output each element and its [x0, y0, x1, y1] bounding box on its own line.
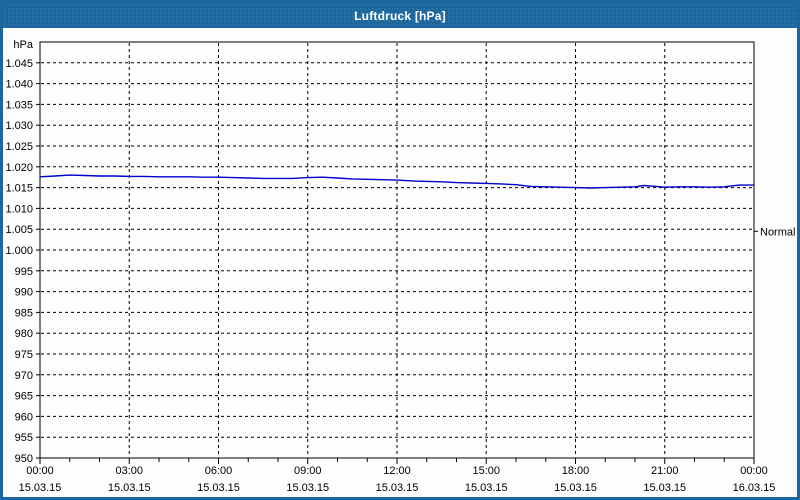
normal-marker-label: Normal — [760, 226, 795, 238]
pressure-line — [39, 174, 754, 189]
y-tick-label: 975 — [15, 349, 33, 361]
y-tick-label: 970 — [15, 370, 33, 382]
x-tick-date-label: 15.03.15 — [643, 482, 686, 494]
x-tick-date-label: 15.03.15 — [465, 482, 508, 494]
x-tick-date-label: 15.03.15 — [197, 482, 240, 494]
y-tick-label: 1.010 — [5, 203, 33, 215]
y-tick-label: 1.035 — [5, 99, 33, 111]
y-tick-label: 1.045 — [5, 58, 33, 70]
pressure-chart: 1.045 1.040 1.035 1.030 1.025 1.020 1.015 1.010… — [5, 39, 795, 494]
y-tick-label: 990 — [15, 287, 33, 299]
x-tick-time-label: 00:00 — [740, 465, 768, 477]
x-tick-time-label: 12:00 — [383, 465, 411, 477]
y-tick-label: 1.000 — [5, 245, 33, 257]
y-tick-label: 965 — [15, 391, 33, 403]
y-tick-label: 1.020 — [5, 162, 33, 174]
x-tick-date-label: 15.03.15 — [376, 482, 419, 494]
y-tick-label: 1.040 — [5, 79, 33, 91]
x-tick-date-label: 15.03.15 — [286, 482, 329, 494]
x-tick-time-label: 06:00 — [205, 465, 233, 477]
y-axis-unit-label: hPa — [13, 39, 33, 51]
y-tick-label: 950 — [15, 453, 33, 465]
x-tick-time-label: 00:00 — [26, 465, 54, 477]
y-tick-label: 1.015 — [5, 183, 33, 195]
x-tick-time-label: 15:00 — [472, 465, 500, 477]
y-tick-label: 1.030 — [5, 120, 33, 132]
y-tick-label: 980 — [15, 328, 33, 340]
x-tick-date-label: 16.03.15 — [733, 482, 776, 494]
titlebar: Luftdruck [hPa] — [3, 3, 797, 28]
y-tick-label: 1.025 — [5, 141, 33, 153]
x-tick-time-label: 09:00 — [294, 465, 322, 477]
chart-area: 1.045 1.040 1.035 1.030 1.025 1.020 1.015 1.010… — [3, 28, 797, 497]
x-tick-date-label: 15.03.15 — [108, 482, 151, 494]
y-tick-label: 995 — [15, 266, 33, 278]
y-tick-label: 985 — [15, 307, 33, 319]
page-title: Luftdruck [hPa] — [354, 8, 446, 23]
x-tick-date-label: 15.03.15 — [19, 482, 62, 494]
y-tick-label: 955 — [15, 432, 33, 444]
x-tick-time-label: 21:00 — [651, 465, 679, 477]
x-tick-date-label: 15.03.15 — [554, 482, 597, 494]
y-tick-label: 960 — [15, 411, 33, 423]
x-tick-time-label: 03:00 — [115, 465, 143, 477]
y-tick-label: 1.005 — [5, 224, 33, 236]
x-tick-time-label: 18:00 — [562, 465, 590, 477]
